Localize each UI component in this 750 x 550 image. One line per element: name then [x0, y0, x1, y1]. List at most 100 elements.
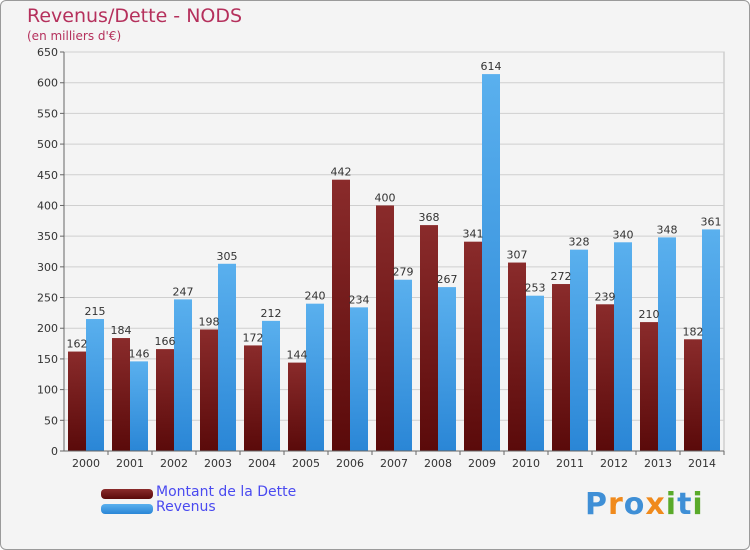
- data-label-revenue: 361: [701, 215, 722, 228]
- logo-letter: t: [677, 487, 693, 522]
- y-tick-label: 0: [51, 445, 58, 458]
- bar-revenue: [130, 361, 148, 451]
- data-label-revenue: 234: [349, 293, 370, 306]
- x-tick-label: 2000: [72, 457, 100, 470]
- legend-label-revenue: Revenus: [156, 499, 216, 515]
- y-tick-label: 400: [37, 199, 58, 212]
- data-label-debt: 198: [199, 315, 220, 328]
- y-tick-label: 200: [37, 322, 58, 335]
- logo-letter: i: [665, 487, 678, 522]
- data-label-revenue: 348: [657, 223, 678, 236]
- data-label-debt: 368: [419, 211, 440, 224]
- bar-revenue: [350, 307, 368, 451]
- bar-revenue: [702, 229, 720, 451]
- data-label-revenue: 215: [85, 305, 106, 318]
- data-label-debt: 182: [683, 325, 704, 338]
- bar-debt: [640, 322, 658, 451]
- data-label-debt: 166: [155, 335, 176, 348]
- legend-swatch-revenue: [101, 504, 153, 514]
- bar-debt: [508, 262, 526, 451]
- data-label-revenue: 240: [305, 290, 326, 303]
- data-label-debt: 144: [287, 349, 308, 362]
- bar-debt: [112, 338, 130, 451]
- y-tick-label: 300: [37, 261, 58, 274]
- bar-revenue: [570, 249, 588, 451]
- y-tick-label: 650: [37, 46, 58, 59]
- x-tick-label: 2006: [336, 457, 364, 470]
- bar-debt: [200, 329, 218, 451]
- x-tick-label: 2001: [116, 457, 144, 470]
- x-tick-label: 2012: [600, 457, 628, 470]
- data-label-debt: 239: [595, 290, 616, 303]
- data-label-debt: 272: [551, 270, 572, 283]
- bar-revenue: [218, 263, 236, 451]
- data-label-debt: 442: [331, 166, 352, 179]
- data-label-revenue: 340: [613, 228, 634, 241]
- bar-revenue: [482, 74, 500, 452]
- data-label-revenue: 279: [393, 266, 414, 279]
- logo-letter: o: [623, 487, 646, 522]
- data-label-debt: 184: [111, 324, 132, 337]
- x-tick-label: 2011: [556, 457, 584, 470]
- bar-revenue: [658, 237, 676, 451]
- x-tick-label: 2014: [688, 457, 716, 470]
- y-tick-label: 100: [37, 384, 58, 397]
- chart-subtitle: (en milliers d'€): [27, 29, 122, 43]
- legend-label-debt: Montant de la Dette: [156, 484, 297, 500]
- bar-debt: [420, 225, 438, 451]
- y-tick-label: 50: [44, 414, 58, 427]
- y-tick-label: 500: [37, 138, 58, 151]
- y-tick-label: 350: [37, 230, 58, 243]
- chart-title: Revenus/Dette - NODS: [27, 5, 243, 27]
- x-tick-label: 2005: [292, 457, 320, 470]
- bar-debt: [376, 205, 394, 451]
- bar-debt: [244, 345, 262, 451]
- data-label-revenue: 305: [217, 250, 238, 263]
- bar-debt: [332, 179, 350, 451]
- logo-letter: x: [645, 487, 666, 522]
- y-tick-label: 450: [37, 169, 58, 182]
- data-label-debt: 400: [375, 191, 396, 204]
- data-label-revenue: 212: [261, 307, 282, 320]
- axis-layer: 0 50 100 150 200 250 300 350 400 450 500 550 600 650 2…: [37, 46, 725, 470]
- bar-revenue: [394, 279, 412, 451]
- bar-revenue: [526, 295, 544, 451]
- bar-debt: [596, 304, 614, 451]
- y-tick-label: 600: [37, 77, 58, 90]
- bar-debt: [684, 339, 702, 451]
- logo-letter: P: [585, 487, 608, 522]
- x-tick-label: 2002: [160, 457, 188, 470]
- logo-letter: r: [608, 487, 624, 522]
- bar-revenue: [174, 299, 192, 451]
- y-tick-label: 550: [37, 107, 58, 120]
- bar-debt: [552, 284, 570, 451]
- data-label-debt: 307: [507, 249, 528, 262]
- bar-revenue: [306, 303, 324, 451]
- data-label-debt: 162: [67, 338, 88, 351]
- x-tick-label: 2003: [204, 457, 232, 470]
- data-label-revenue: 247: [173, 285, 194, 298]
- data-label-debt: 172: [243, 331, 264, 344]
- logo-letter: i: [692, 487, 704, 522]
- data-labels-layer: 162 215 184 146 166 247 198 305 172 212 144 240 442 2…: [67, 60, 722, 362]
- bar-debt: [156, 349, 174, 451]
- data-label-revenue: 146: [129, 347, 150, 360]
- bar-debt: [464, 241, 482, 451]
- bar-revenue: [262, 320, 280, 451]
- x-tick-label: 2007: [380, 457, 408, 470]
- bar-revenue: [438, 287, 456, 451]
- y-tick-label: 250: [37, 292, 58, 305]
- bar-revenue: [86, 319, 104, 451]
- x-tick-label: 2008: [424, 457, 452, 470]
- bar-revenue: [614, 242, 632, 451]
- data-label-debt: 210: [639, 308, 660, 321]
- bars-layer: [68, 74, 720, 452]
- x-tick-label: 2013: [644, 457, 672, 470]
- data-label-revenue: 614: [481, 60, 502, 73]
- x-tick-label: 2010: [512, 457, 540, 470]
- legend-swatch-debt: [101, 489, 153, 499]
- y-tick-label: 150: [37, 353, 58, 366]
- data-label-revenue: 328: [569, 236, 590, 249]
